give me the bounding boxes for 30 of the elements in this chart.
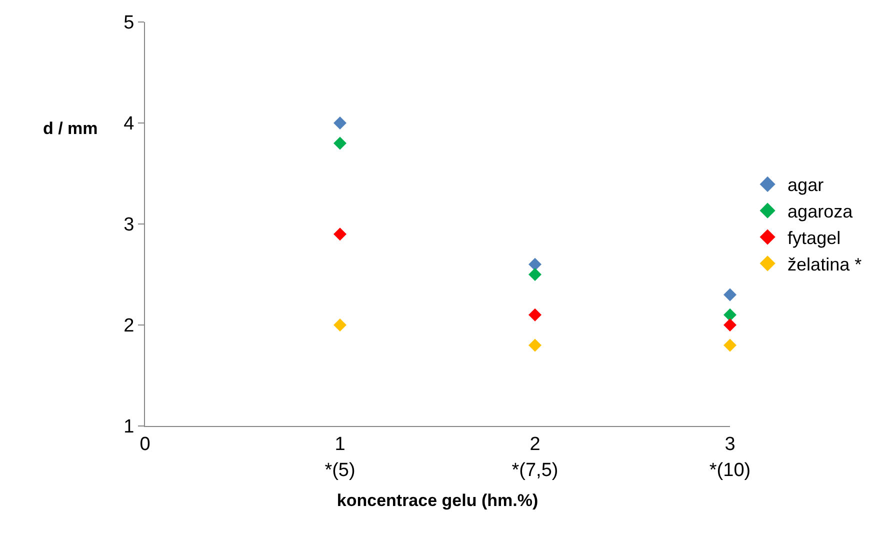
point	[724, 338, 736, 352]
point	[334, 136, 346, 150]
y-tick-label: 5	[124, 12, 134, 34]
x-tick-label: 3	[724, 434, 736, 455]
y-tick-label: 3	[124, 214, 134, 236]
x2-tick-label: *(7,5)	[512, 460, 558, 481]
point	[528, 338, 542, 352]
point	[724, 308, 736, 322]
point	[334, 318, 346, 332]
x2-tick-label: *(10)	[709, 460, 751, 481]
point	[528, 268, 542, 281]
x-tick-label: 1	[334, 434, 346, 455]
y-axis-title: d / mm	[43, 119, 98, 138]
legend-label: fytagel	[788, 228, 841, 248]
x-tick-label: 2	[530, 434, 540, 455]
x-tick-label: 0	[140, 434, 150, 455]
point	[724, 288, 736, 302]
point	[334, 116, 346, 130]
point	[334, 228, 346, 241]
point	[528, 308, 542, 322]
point	[528, 258, 542, 271]
y-tick-label: 4	[124, 114, 135, 135]
legend-label: želatina *	[788, 254, 862, 274]
x-axis-title: koncentrace gelu (hm.%)	[336, 491, 538, 510]
y-tick-label: 2	[124, 316, 134, 337]
point	[724, 318, 736, 332]
x2-tick-label: *(5)	[324, 460, 356, 481]
legend-label: agar	[788, 175, 824, 196]
legend-label: agaroza	[788, 202, 854, 222]
y-tick-label: 1	[124, 416, 134, 438]
